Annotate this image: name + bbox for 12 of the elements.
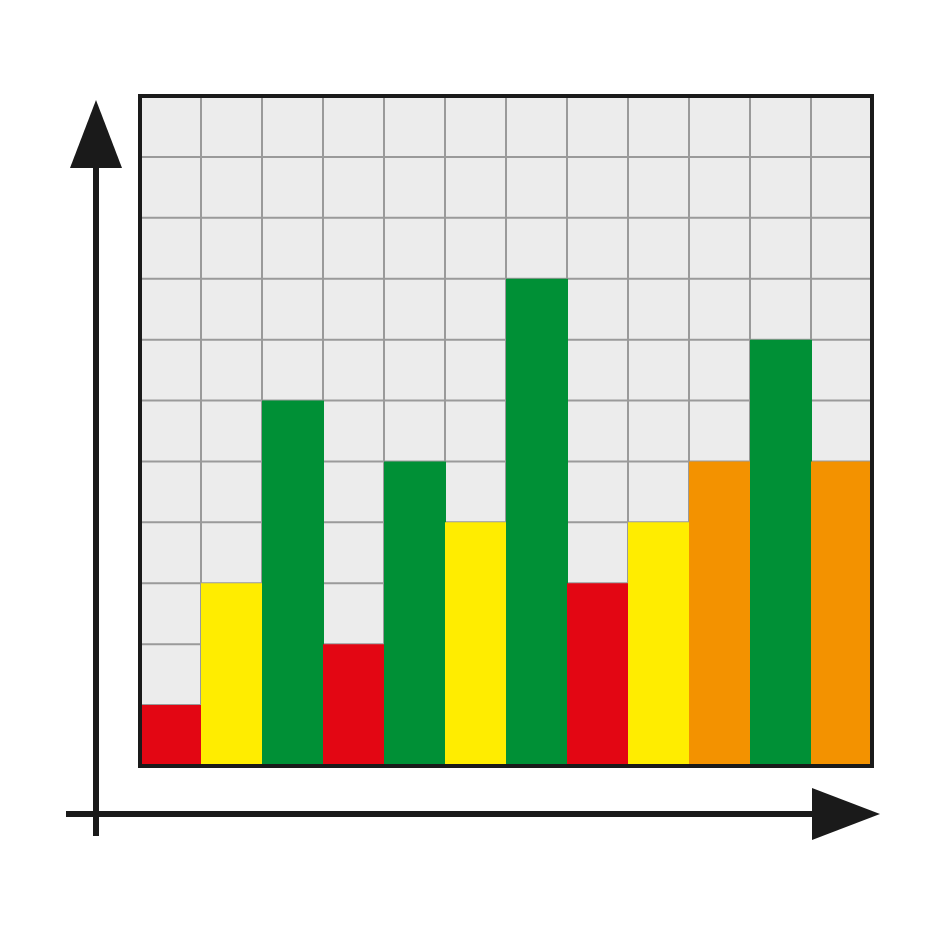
bar bbox=[140, 705, 202, 766]
bar bbox=[201, 583, 263, 766]
bar bbox=[628, 522, 690, 766]
bar bbox=[689, 461, 751, 766]
bar bbox=[567, 583, 629, 766]
bar bbox=[750, 339, 812, 766]
bar bbox=[384, 461, 446, 766]
bar bbox=[445, 522, 507, 766]
bar bbox=[323, 644, 385, 766]
bar bbox=[811, 461, 873, 766]
bar bbox=[506, 278, 568, 766]
bar bbox=[262, 400, 324, 766]
